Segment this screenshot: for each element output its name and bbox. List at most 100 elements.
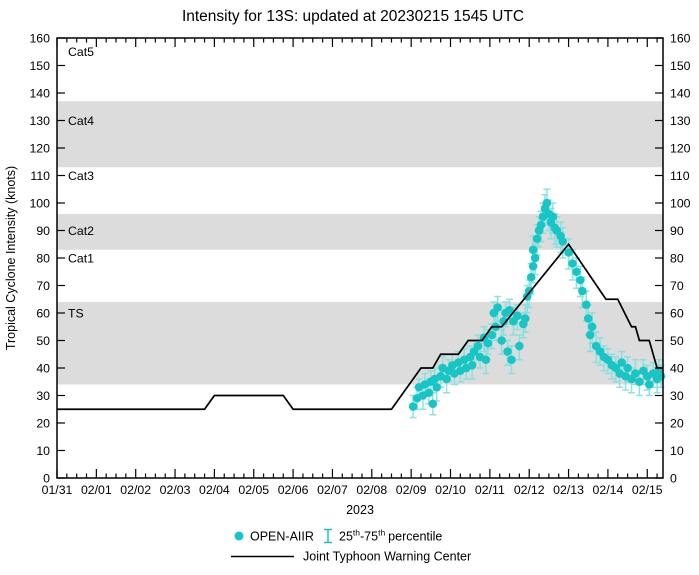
- y-tick-label-right: 70: [670, 279, 684, 293]
- open-aiir-point: [483, 338, 493, 348]
- open-aiir-points: [408, 198, 666, 411]
- open-aiir-point: [635, 377, 644, 387]
- open-aiir-point: [513, 311, 522, 321]
- x-tick-label: 02/03: [160, 483, 191, 497]
- open-aiir-point: [587, 322, 597, 332]
- open-aiir-point: [497, 336, 506, 345]
- y-tick-label-left: 150: [29, 59, 50, 73]
- open-aiir-point: [576, 275, 585, 285]
- open-aiir-point: [532, 234, 542, 244]
- open-aiir-point: [542, 198, 552, 208]
- chart-title: Intensity for 13S: updated at 20230215 1…: [182, 8, 524, 25]
- x-tick-label: 02/15: [632, 483, 663, 497]
- legend-openaiir-label: OPEN-AIIR: [250, 530, 314, 544]
- y-tick-label-left: 120: [29, 141, 50, 155]
- legend: OPEN-AIIR 25th-75th percentile Joint Typh…: [231, 528, 471, 564]
- band-label-cat1: Cat1: [68, 251, 94, 265]
- open-aiir-point: [568, 259, 577, 268]
- x-tick-label: 01/31: [42, 483, 73, 497]
- open-aiir-point: [432, 382, 442, 392]
- band-label-cat4: Cat4: [68, 114, 94, 128]
- open-aiir-point: [585, 330, 595, 340]
- open-aiir-point: [467, 360, 477, 370]
- open-aiir-point: [505, 305, 514, 315]
- y-tick-label-right: 120: [670, 141, 691, 155]
- open-aiir-point: [442, 374, 451, 384]
- jtwc-line: [57, 242, 663, 411]
- open-aiir-point: [656, 371, 666, 381]
- open-aiir-point: [583, 314, 593, 323]
- y-tick-label-left: 100: [29, 196, 50, 210]
- y-tick-label-right: 110: [670, 169, 690, 183]
- y-tick-label-left: 110: [30, 169, 50, 183]
- x-axis-year-label: 2023: [346, 503, 374, 517]
- x-tick-label: 02/04: [199, 483, 230, 497]
- y-tick-label-left: 160: [29, 31, 50, 45]
- open-aiir-point: [515, 341, 524, 351]
- x-tick-label: 02/08: [356, 483, 387, 497]
- open-aiir-point: [499, 316, 508, 326]
- open-aiir-point: [644, 380, 654, 389]
- open-aiir-point: [558, 237, 567, 246]
- open-aiir-point: [487, 330, 497, 340]
- band-label-ts: TS: [68, 306, 84, 320]
- category-bands: [57, 101, 663, 385]
- y-tick-label-right: 160: [670, 31, 691, 45]
- y-tick-label-left: 0: [43, 471, 50, 485]
- legend-percentile-label: 25th-75th percentile: [339, 528, 442, 544]
- jtwc-intensity-line: [57, 242, 663, 411]
- y-tick-label-right: 30: [670, 389, 684, 403]
- y-tick-label-left: 70: [36, 279, 50, 293]
- y-tick-label-left: 10: [36, 444, 50, 458]
- open-aiir-point: [564, 248, 573, 257]
- open-aiir-point: [507, 355, 516, 365]
- x-tick-label: 02/12: [514, 483, 545, 497]
- open-aiir-point: [536, 220, 546, 230]
- open-aiir-point: [428, 399, 438, 409]
- axes: [56, 37, 664, 479]
- x-tick-label: 02/10: [435, 483, 466, 497]
- y-tick-label-left: 30: [36, 389, 50, 403]
- open-aiir-point: [408, 402, 418, 411]
- open-aiir-point: [481, 355, 491, 365]
- y-tick-label-right: 40: [670, 361, 684, 375]
- y-tick-label-right: 90: [670, 224, 684, 238]
- open-aiir-point: [548, 212, 558, 222]
- y-tick-label-right: 50: [670, 334, 684, 348]
- x-tick-label: 02/02: [120, 483, 151, 497]
- x-tick-label: 02/14: [593, 483, 624, 497]
- category-band-cat4: [57, 101, 663, 168]
- x-tick-label: 02/09: [396, 483, 427, 497]
- legend-errorbar-icon: [324, 528, 332, 544]
- open-aiir-point: [581, 300, 591, 310]
- y-tick-label-right: 140: [670, 86, 691, 100]
- y-tick-label-right: 150: [670, 59, 691, 73]
- open-aiir-point: [572, 267, 581, 277]
- y-tick-label-left: 50: [36, 334, 50, 348]
- y-tick-label-right: 10: [670, 444, 684, 458]
- y-tick-label-left: 60: [36, 306, 50, 320]
- y-tick-label-right: 60: [670, 306, 684, 320]
- legend-jtwc-label: Joint Typhoon Warning Center: [303, 550, 471, 564]
- open-aiir-point: [493, 303, 503, 312]
- open-aiir-point: [473, 341, 483, 351]
- open-aiir-point: [631, 369, 640, 378]
- y-tick-label-left: 40: [36, 361, 50, 375]
- open-aiir-point: [617, 358, 626, 367]
- y-tick-label-right: 20: [670, 416, 684, 430]
- y-tick-label-left: 20: [36, 416, 50, 430]
- category-band-labels: TS Cat1 Cat2 Cat3 Cat4 Cat5: [68, 45, 94, 320]
- open-aiir-point: [424, 388, 434, 398]
- open-aiir-point: [623, 363, 632, 373]
- y-tick-label-right: 80: [670, 251, 684, 265]
- x-tick-label: 02/07: [317, 483, 348, 497]
- open-aiir-point: [526, 272, 536, 282]
- open-aiir-point: [578, 286, 587, 296]
- x-tick-label: 02/06: [278, 483, 309, 497]
- x-tick-label: 02/01: [81, 483, 112, 497]
- tick-labels: 01/31 02/01 02/02 02/03 02/04 02/05 02/06 02/07…: [29, 31, 690, 497]
- y-tick-label-left: 80: [36, 251, 50, 265]
- x-tick-label: 02/11: [475, 483, 505, 497]
- open-aiir-point: [528, 245, 538, 255]
